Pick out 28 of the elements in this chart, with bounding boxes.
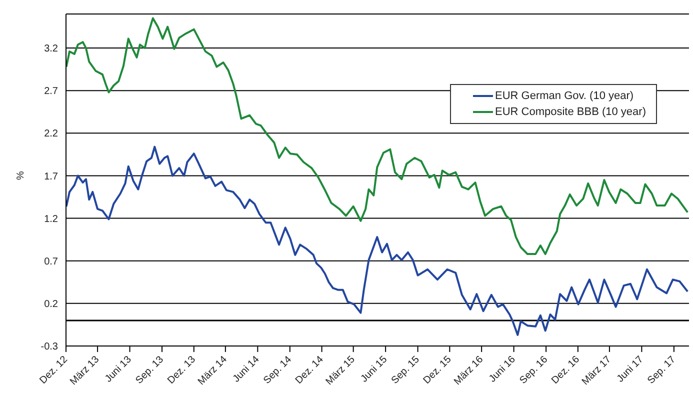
x-tick-label: Dez. 15 <box>422 354 454 386</box>
y-tick-label: -0.3 <box>40 342 58 353</box>
x-tick-label: Juni 15 <box>358 354 390 385</box>
x-tick-label: Dez. 12 <box>38 354 70 386</box>
y-tick-label: 0.7 <box>44 256 58 268</box>
y-tick-label: 2.2 <box>44 128 58 140</box>
x-tick-label: Juni 14 <box>231 354 262 385</box>
line-series <box>66 146 689 336</box>
x-tick-label: Juni 16 <box>487 354 518 385</box>
x-tick-label: Dez. 13 <box>166 354 198 386</box>
y-tick-label: 2.7 <box>44 86 58 98</box>
x-tick-label: Juni 17 <box>615 354 646 385</box>
x-tick-label: Dez. 16 <box>550 354 582 386</box>
x-tick-label: Dez. 14 <box>294 354 326 386</box>
x-tick-label: Sep. 14 <box>262 354 294 386</box>
x-tick-label: Sep. 17 <box>646 354 678 386</box>
x-tick-label: Sep. 15 <box>390 354 422 386</box>
legend-label: EUR Composite BBB (10 year) <box>495 105 646 120</box>
x-tick-label: Sep. 16 <box>518 354 550 386</box>
y-tick-label: 3.2 <box>44 44 58 55</box>
x-tick-label: Sep. 13 <box>134 354 166 386</box>
y-axis-title: % <box>16 171 27 180</box>
y-tick-label: 1.2 <box>44 214 58 225</box>
x-tick-label: Juni 13 <box>103 354 134 385</box>
y-tick-label: 0.2 <box>44 298 58 310</box>
y-tick-label: 1.7 <box>44 171 58 182</box>
line-series <box>66 17 689 256</box>
legend-label: EUR German Gov. (10 year) <box>495 89 634 104</box>
